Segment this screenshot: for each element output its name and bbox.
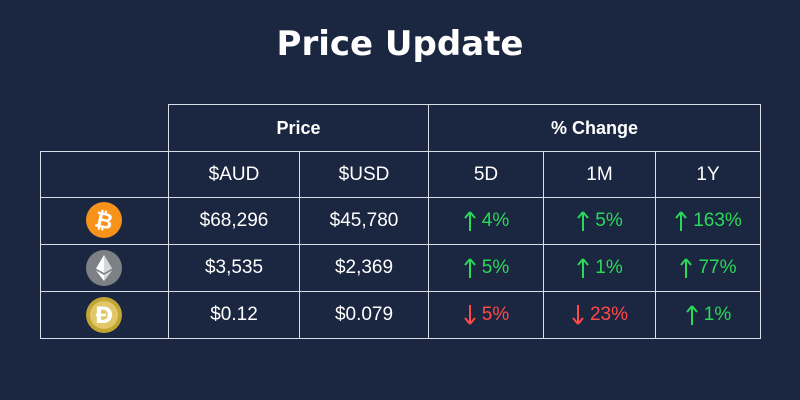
change-group-header: % Change — [550, 117, 638, 138]
table-divider — [655, 151, 656, 339]
table-divider — [40, 291, 761, 292]
column-header-1y: 1Y — [696, 163, 720, 185]
change-5d: 5% — [429, 245, 543, 291]
table-divider — [168, 104, 169, 339]
change-value: 23% — [589, 304, 629, 325]
change-1m: 1% — [544, 245, 655, 291]
arrow-up-icon — [463, 211, 476, 231]
change-5d: 4% — [429, 198, 543, 244]
change-value: 5% — [481, 257, 510, 278]
column-header-5d: 5D — [473, 163, 499, 185]
bitcoin-icon: ₿ — [86, 202, 122, 238]
change-value: 77% — [698, 257, 737, 278]
change-5d: 5% — [429, 292, 543, 338]
price-group-header: Price — [276, 117, 321, 138]
change-1m: 5% — [544, 198, 655, 244]
table-divider — [40, 151, 761, 152]
table-divider — [428, 104, 429, 339]
column-header-usd: $USD — [338, 163, 390, 185]
arrow-up-icon — [463, 258, 476, 278]
arrow-up-icon — [577, 211, 590, 231]
arrow-down-icon — [572, 305, 584, 325]
change-1y: 163% — [656, 198, 760, 244]
svg-text:₿: ₿ — [92, 207, 115, 235]
change-value: 163% — [693, 210, 742, 231]
price-aud: $68,296 — [199, 210, 269, 231]
arrow-up-icon — [685, 305, 698, 325]
page-title: Price Update — [276, 24, 524, 64]
change-value: 5% — [595, 210, 623, 231]
arrow-up-icon — [675, 211, 687, 231]
price-aud: $0.12 — [210, 304, 258, 325]
arrow-down-icon — [463, 305, 476, 325]
price-usd: $2,369 — [334, 257, 394, 278]
table-divider — [40, 197, 761, 198]
column-header-1m: 1M — [586, 163, 613, 185]
arrow-up-icon — [577, 258, 590, 278]
table-divider — [40, 244, 761, 245]
change-1y: 1% — [656, 292, 760, 338]
table-divider — [299, 151, 300, 339]
change-value: 1% — [703, 304, 732, 325]
ethereum-icon — [86, 250, 122, 286]
svg-text:D: D — [95, 304, 113, 329]
table-divider — [168, 104, 761, 105]
change-value: 4% — [481, 210, 510, 231]
dogecoin-icon: D — [86, 297, 122, 333]
price-aud: $3,535 — [204, 257, 264, 278]
table-divider — [543, 151, 544, 339]
table-divider — [40, 338, 761, 339]
table-divider — [760, 104, 761, 339]
change-1y: 77% — [656, 245, 760, 291]
column-header-aud: $AUD — [208, 163, 260, 185]
change-1m: 23% — [544, 292, 655, 338]
price-usd: $0.079 — [334, 304, 394, 325]
change-value: 1% — [595, 257, 623, 278]
change-value: 5% — [481, 304, 510, 325]
arrow-up-icon — [680, 258, 693, 278]
price-usd: $45,780 — [329, 210, 399, 231]
table-divider — [40, 151, 41, 339]
